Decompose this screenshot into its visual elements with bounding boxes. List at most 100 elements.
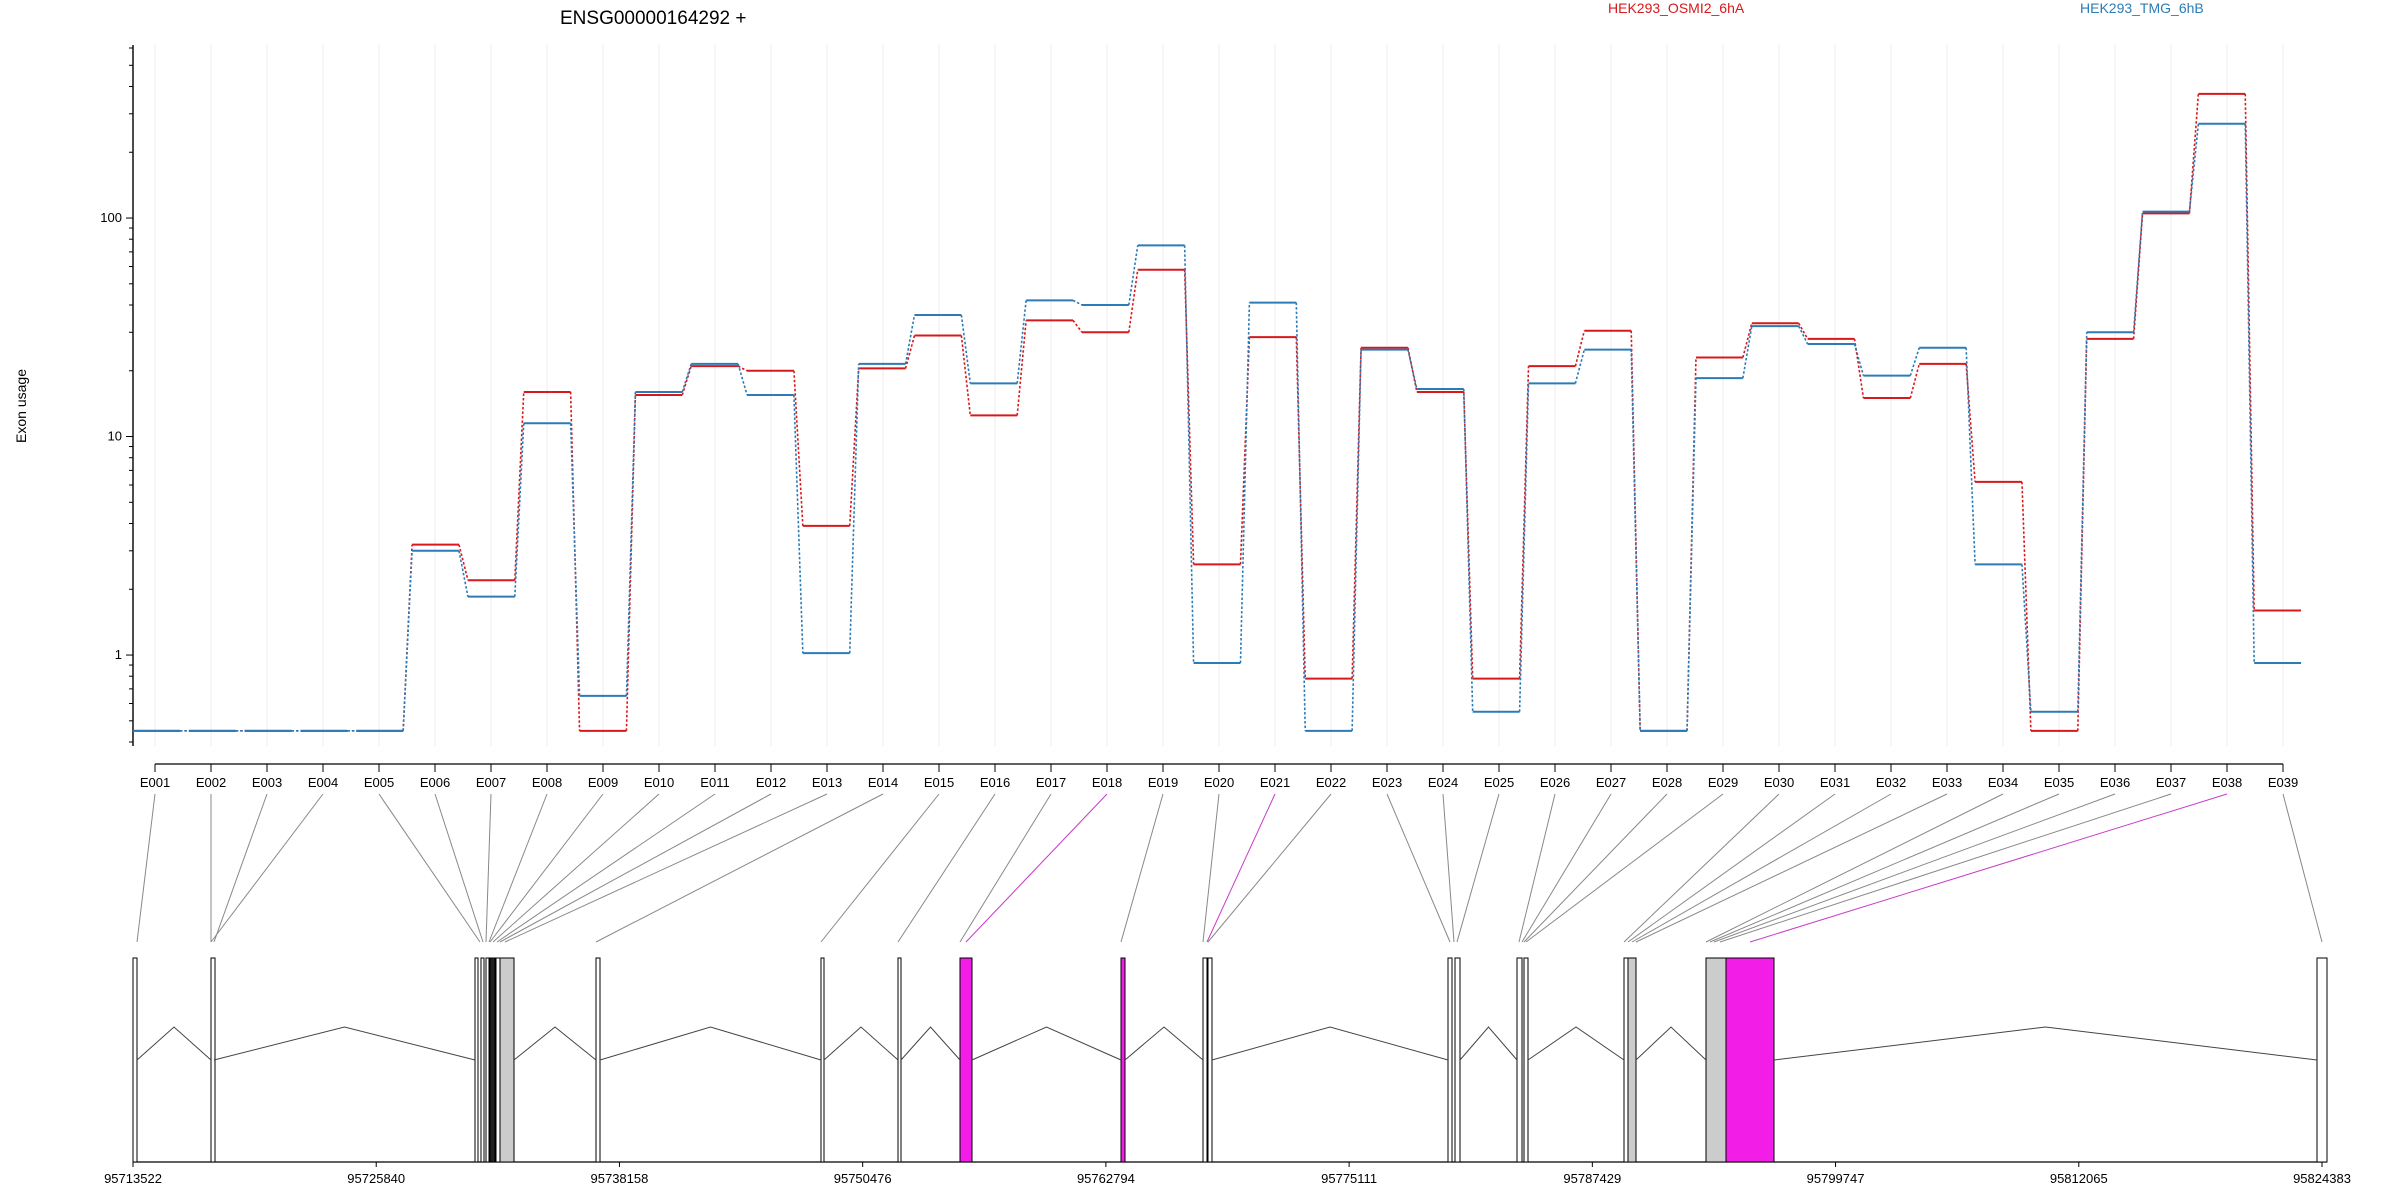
exon-block — [1725, 957, 1775, 1163]
series-2-connector — [904, 314, 916, 365]
connector-E014 — [595, 793, 884, 943]
series-1-connector — [1853, 338, 1865, 399]
genomic-coordinate-axis: 95713522 95725840 95738158 95750476 95762794… — [104, 1162, 2351, 1186]
x-tick-label-E029: E029 — [1708, 775, 1738, 790]
intron-line — [1773, 1026, 2318, 1061]
x-tick-label-E003: E003 — [252, 775, 282, 790]
x-tick-label-E035: E035 — [2044, 775, 2074, 790]
connector-E006 — [434, 793, 484, 943]
series-2-connector — [514, 423, 525, 597]
y-tick-label-10: 10 — [108, 429, 122, 444]
connector-E029 — [1525, 793, 1724, 943]
connector-E013 — [504, 793, 828, 943]
series-1-connector — [793, 370, 804, 526]
series-2-connector — [737, 363, 748, 396]
exon-block — [2316, 957, 2328, 1163]
intron-line — [1124, 1026, 1204, 1061]
exon-block — [897, 957, 902, 1163]
x-tick-label-E036: E036 — [2100, 775, 2130, 790]
series-1-connector — [1072, 319, 1083, 333]
x-tick-label-E006: E006 — [420, 775, 450, 790]
series-1-connector — [1128, 269, 1139, 333]
x-tick-label-E004: E004 — [308, 775, 338, 790]
connector-E035 — [1709, 793, 2060, 943]
x-tick-label-E026: E026 — [1540, 775, 1570, 790]
series-1-connector — [1742, 323, 1753, 358]
intron-line — [1211, 1026, 1449, 1061]
series-2-connector — [458, 550, 469, 597]
exon-block — [1207, 957, 1213, 1163]
x-tick-label-E030: E030 — [1764, 775, 1794, 790]
exon-block — [480, 957, 485, 1163]
x-tick-label-E021: E021 — [1260, 775, 1290, 790]
x-tick-label-E011: E011 — [700, 775, 729, 790]
connector-E005 — [378, 793, 481, 943]
connector-E021 — [1206, 793, 1276, 943]
connector-E039 — [2282, 793, 2323, 943]
series-1-connector — [904, 335, 916, 369]
exon-block — [1705, 957, 1727, 1163]
connector-E022 — [1207, 793, 1332, 943]
x-tick-label-E024: E024 — [1428, 775, 1458, 790]
connector-E004 — [210, 793, 324, 943]
x-tick-label-E010: E010 — [644, 775, 674, 790]
intron-line — [513, 1026, 597, 1061]
legend-series-2: HEK293_TMG_6hB — [2080, 0, 2204, 16]
series-2-connector — [2021, 564, 2032, 712]
connector-E001 — [136, 793, 156, 943]
series-2-connector — [1797, 325, 1809, 345]
x-tick-label-E005: E005 — [364, 775, 394, 790]
series-1-connector — [2188, 93, 2200, 214]
exon-block — [1120, 957, 1126, 1163]
series-1-connector — [1407, 347, 1418, 393]
exon-block — [1454, 957, 1461, 1163]
exon-block — [485, 957, 490, 1163]
intron-line — [971, 1026, 1122, 1061]
x-tick-label-E031: E031 — [1820, 775, 1850, 790]
intron-line — [1635, 1026, 1707, 1061]
y-axis: 1 10 100 — [100, 45, 134, 746]
intron-line — [823, 1026, 899, 1061]
y-axis-label: Exon usage — [13, 369, 29, 443]
series-1-connector — [1797, 322, 1809, 340]
series-1-connector — [1295, 337, 1307, 679]
series-1-connector — [1965, 363, 1976, 482]
x-tick-label-E022: E022 — [1316, 775, 1346, 790]
exon-block — [1516, 957, 1523, 1163]
connector-E016 — [897, 793, 996, 943]
series-2-connector — [1853, 343, 1865, 376]
x-tick-label-E020: E020 — [1204, 775, 1234, 790]
vertical-gridlines — [154, 44, 2284, 746]
connector-E033 — [1635, 793, 1948, 943]
series-1-connector — [1016, 320, 1027, 416]
series-2-connector — [1183, 245, 1195, 663]
x-tick-label-E008: E008 — [532, 775, 562, 790]
coord-label-95787429: 95787429 — [1563, 1171, 1621, 1186]
gene-model — [132, 957, 2328, 1163]
connector-E017 — [959, 793, 1052, 943]
connector-E036 — [1713, 793, 2116, 943]
connector-E034 — [1705, 793, 2004, 943]
x-tick-label-E012: E012 — [756, 775, 786, 790]
coord-label-95824383: 95824383 — [2293, 1171, 2351, 1186]
x-tick-label-E025: E025 — [1484, 775, 1514, 790]
connector-E009 — [489, 793, 604, 943]
exon-block — [1623, 957, 1629, 1163]
x-tick-label-E028: E028 — [1652, 775, 1682, 790]
x-tick-label-E033: E033 — [1932, 775, 1962, 790]
x-tick-label-E013: E013 — [812, 775, 842, 790]
connector-E037 — [1719, 793, 2172, 943]
exon-connectors — [136, 793, 2323, 943]
series-1-connector — [1462, 391, 1474, 679]
coord-label-95750476: 95750476 — [834, 1171, 892, 1186]
series-1-connector — [737, 365, 748, 372]
x-tick-label-E016: E016 — [980, 775, 1010, 790]
exon-block — [489, 957, 496, 1163]
series-2-connector — [2244, 123, 2255, 663]
x-tick-label-E009: E009 — [588, 775, 618, 790]
exon-block — [959, 957, 973, 1163]
intron-line — [213, 1026, 476, 1061]
intron-line — [599, 1026, 822, 1061]
x-axis: E001 E002 E003 E004 E005 E006 E007 E008 E009 E010… — [140, 763, 2298, 790]
coord-label-95762794: 95762794 — [1077, 1171, 1135, 1186]
